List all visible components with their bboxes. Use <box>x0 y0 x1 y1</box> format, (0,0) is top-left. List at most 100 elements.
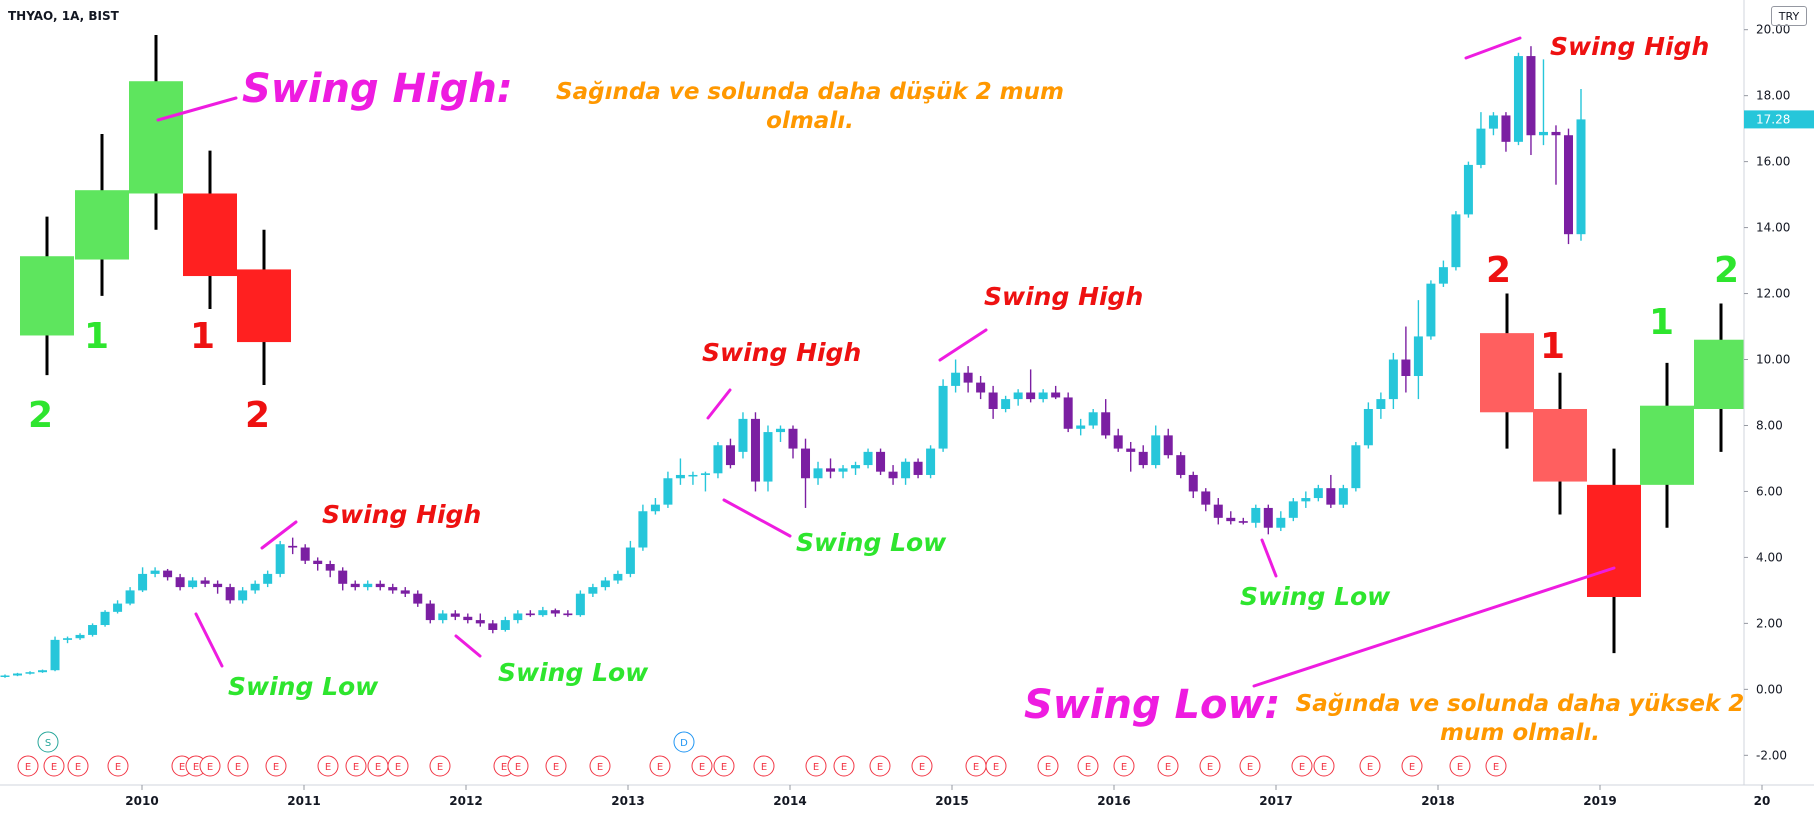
pointer-swing-high-big <box>156 96 238 122</box>
event-marker-label: E <box>841 762 847 773</box>
candle-body <box>525 613 535 616</box>
y-tick-label: -2.00 <box>1756 748 1787 762</box>
event-top-label: S <box>45 738 51 749</box>
candle-body <box>1476 128 1486 165</box>
candle-body <box>1463 164 1473 215</box>
candle-body <box>13 673 23 676</box>
candle-body <box>725 445 735 466</box>
candle-body <box>813 468 823 479</box>
event-marker <box>107 755 129 777</box>
y-tick-label: 18.00 <box>1756 89 1790 103</box>
event-marker <box>691 755 713 777</box>
zoom-candle-body <box>1480 333 1534 413</box>
pointer-swing-high-2 <box>706 388 732 420</box>
zoom-candle-body <box>1640 405 1694 485</box>
event-marker <box>805 755 827 777</box>
candle-body <box>475 620 485 624</box>
candle-body <box>763 432 773 482</box>
x-tick-label: 2011 <box>287 794 320 808</box>
event-marker-label: E <box>1321 762 1327 773</box>
candle-body <box>25 672 35 674</box>
event-marker-label: E <box>919 762 925 773</box>
candle-body <box>1113 435 1123 449</box>
swing-low-note-line1: Sağında ve solunda daha yüksek 2 <box>1295 691 1745 717</box>
candle-body <box>1126 448 1136 452</box>
event-marker-label: E <box>1409 762 1415 773</box>
candle-body <box>488 623 498 630</box>
candle-body <box>175 577 185 588</box>
candle-body <box>1313 488 1323 499</box>
num-right-1b: 1 <box>1649 302 1675 343</box>
pointer-swing-high-1 <box>260 520 298 550</box>
candle-body <box>38 670 48 673</box>
swing-low-label-4: Swing Low <box>1240 582 1391 611</box>
event-marker-label: E <box>1045 762 1051 773</box>
candle-body <box>801 448 811 479</box>
event-marker-label: E <box>553 762 559 773</box>
swing-high-label-3: Swing High <box>984 282 1144 311</box>
candle-body <box>1501 115 1511 142</box>
candle-body <box>75 634 85 639</box>
zoom-candle-body <box>20 256 74 336</box>
x-axis: 2010 2011 2012 2013 2014 2015 2016 2017 2018 2019… <box>0 784 1814 808</box>
event-marker <box>1359 755 1381 777</box>
candle-body <box>213 583 223 588</box>
candle-body <box>288 545 298 548</box>
pointer-swing-high-4 <box>1464 36 1522 60</box>
pointer-swing-low-4 <box>1260 538 1278 578</box>
event-marker-label: E <box>51 762 57 773</box>
candle-body <box>1551 131 1561 136</box>
event-marker-label: E <box>273 762 279 773</box>
candle-body <box>663 478 673 505</box>
swing-high-label-4: Swing High <box>1550 32 1710 61</box>
candle-body <box>1388 359 1398 400</box>
num-left-1a: 1 <box>84 316 110 357</box>
candle-body <box>263 573 273 584</box>
candle-body <box>1026 392 1036 400</box>
candle-body <box>913 461 923 475</box>
event-marker <box>1239 755 1261 777</box>
candle-body <box>650 504 660 512</box>
candle-body <box>1276 517 1286 528</box>
event-marker-label: E <box>75 762 81 773</box>
swing-low-label-3: Swing Low <box>796 528 947 557</box>
candle-body <box>1488 115 1498 129</box>
candle-body <box>1151 435 1161 466</box>
event-marker <box>317 755 339 777</box>
y-tick-label: 14.00 <box>1756 221 1790 235</box>
candle-body <box>1088 412 1098 426</box>
candles <box>0 46 1586 678</box>
event-marker-label: E <box>437 762 443 773</box>
swing-high-title: Swing High: <box>242 66 513 112</box>
event-marker-label: E <box>993 762 999 773</box>
event-top-marker <box>673 731 695 753</box>
annotation-lines <box>156 36 1616 688</box>
x-tick-label: 2010 <box>125 794 158 808</box>
event-marker-label: E <box>1207 762 1213 773</box>
symbol-label: THYAO, 1A, BIST <box>8 9 119 23</box>
event-marker-label: E <box>375 762 381 773</box>
num-left-1b: 1 <box>190 316 216 357</box>
event-marker <box>753 755 775 777</box>
y-tick-label: 2.00 <box>1756 616 1783 630</box>
candle-body <box>1138 451 1148 466</box>
event-marker-label: E <box>1367 762 1373 773</box>
event-marker-label: E <box>325 762 331 773</box>
candle-body <box>1576 119 1586 235</box>
x-tick-label: 2017 <box>1259 794 1292 808</box>
candle-body <box>150 570 160 574</box>
swing-low-label-1: Swing Low <box>228 672 379 701</box>
event-marker <box>1449 755 1471 777</box>
swing-low-label-2: Swing Low <box>498 658 649 687</box>
candle-body <box>963 372 973 383</box>
swing-low-note: Sağında ve solunda daha yüksek 2 mum olm… <box>1280 690 1760 748</box>
x-tick-label: 2019 <box>1583 794 1616 808</box>
event-marker <box>1157 755 1179 777</box>
candle-body <box>738 418 748 452</box>
candle-body <box>838 468 848 472</box>
currency-button[interactable]: TRY <box>1771 6 1807 26</box>
zoom-candle-body <box>75 190 129 260</box>
candle-body <box>1101 412 1111 436</box>
candle-body <box>926 448 936 475</box>
num-right-2a: 2 <box>1486 250 1512 291</box>
